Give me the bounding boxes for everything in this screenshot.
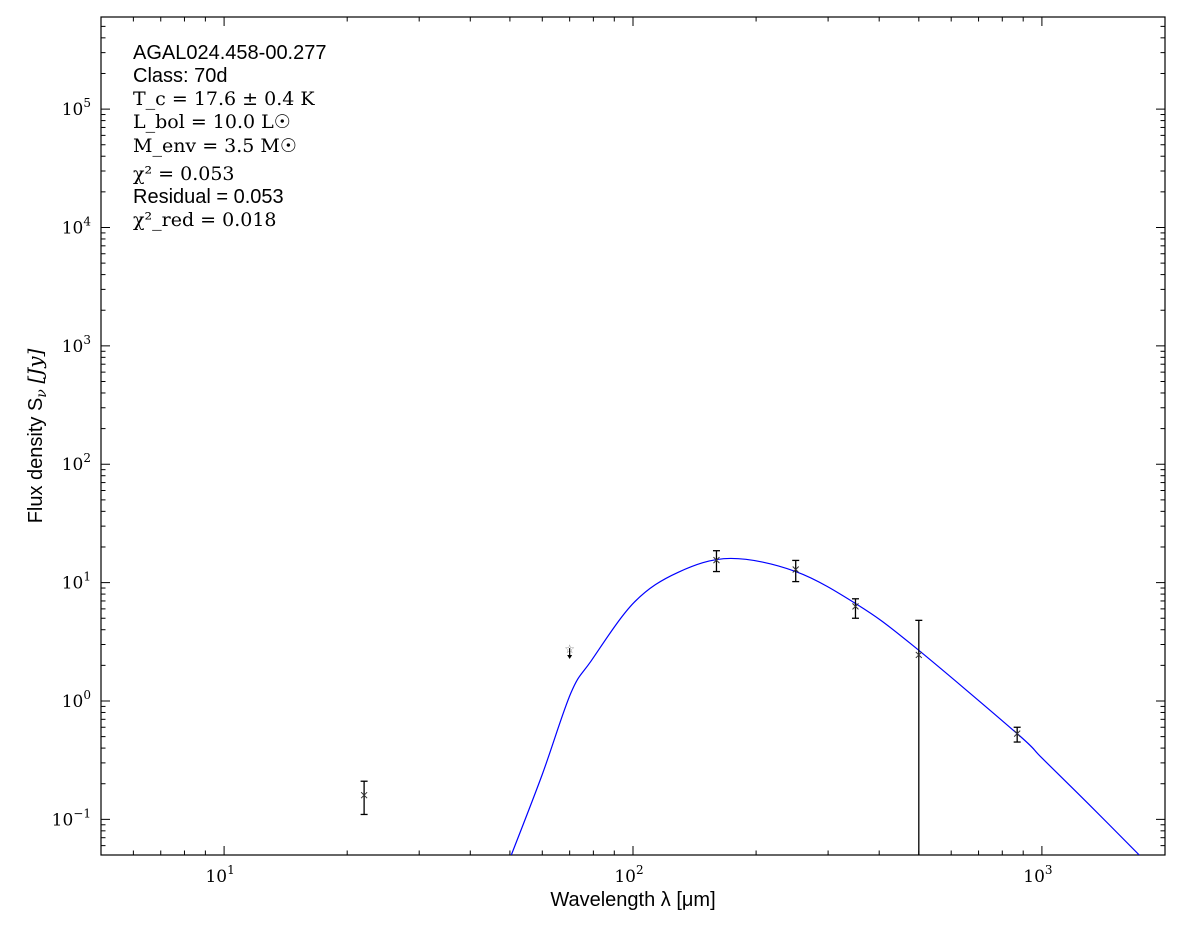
source-name: AGAL024.458-00.277 [133, 42, 327, 64]
x-marker [915, 651, 923, 659]
upper-limit-point: ☆ [564, 642, 575, 660]
data-point [360, 780, 368, 816]
y-tick-label: 105 [62, 96, 91, 120]
model-curve-group [510, 557, 1140, 855]
reduced-chi-squared: χ²_red = 0.018 [133, 209, 277, 231]
axis-ticks: 101 102 103 10−1 100 101 102 103 104 105 [52, 16, 1166, 887]
source-class: Class: 70d [133, 65, 228, 87]
x-tick-label: 103 [1023, 863, 1052, 887]
annotation-box: AGAL024.458-00.277 Class: 70d T_c = 17.6… [133, 42, 327, 231]
temperature: T_c = 17.6 ± 0.4 K [133, 88, 315, 110]
model-curve [510, 557, 1140, 855]
data-point [792, 559, 800, 583]
x-marker [792, 566, 800, 573]
y-tick-label: 101 [62, 570, 91, 594]
chi-squared: χ² = 0.053 [133, 163, 235, 185]
y-tick-label: 102 [62, 451, 91, 475]
data-point [851, 598, 859, 619]
data-point [915, 619, 923, 855]
residual: Residual = 0.053 [133, 186, 284, 208]
x-marker [852, 603, 859, 610]
x-tick-label: 102 [614, 863, 643, 887]
luminosity: L_bol = 10.0 L☉ [133, 111, 291, 133]
y-tick-label: 104 [62, 214, 92, 238]
x-tick-label: 101 [205, 863, 234, 887]
data-point [1013, 726, 1021, 743]
y-tick-label: 10−1 [52, 806, 91, 830]
data-point [712, 550, 720, 573]
data-points: ☆ [360, 550, 1021, 855]
x-marker [360, 791, 368, 799]
y-tick-label: 103 [62, 333, 91, 357]
arrow-down-icon [567, 655, 573, 660]
x-marker [713, 556, 720, 564]
y-tick-label: 100 [62, 688, 91, 712]
x-marker [1013, 730, 1021, 737]
y-axis-label: Flux density Sν [Jy] [23, 348, 50, 523]
envelope-mass: M_env = 3.5 M☉ [133, 135, 297, 157]
x-axis-label: Wavelength λ [μm] [550, 889, 715, 911]
